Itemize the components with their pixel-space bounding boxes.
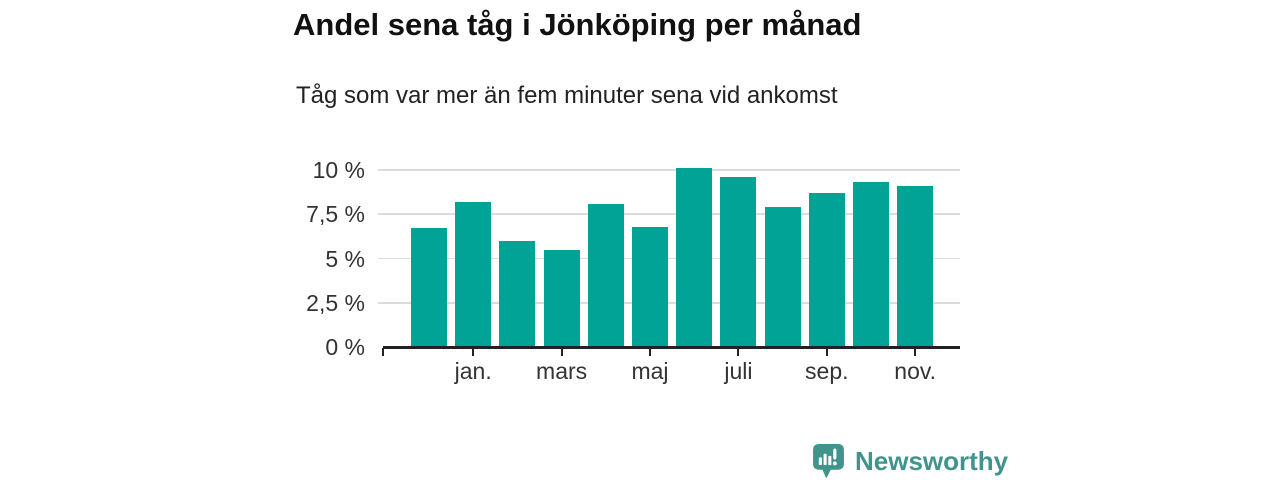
bar [720,177,757,347]
bar [676,168,713,347]
logo-exclamation-line [833,448,837,460]
newsworthy-logo-text: Newsworthy [855,446,1009,476]
y-gridline [378,169,960,171]
x-axis-line [383,345,960,349]
x-axis-tick-label: juli [724,358,753,384]
y-gridline [378,213,960,216]
y-gridline [378,301,960,304]
logo-mini-bar-2 [823,453,827,466]
bar [543,249,580,347]
bar [632,226,668,347]
y-axis-tick-label: 2,5 % [306,289,365,316]
bar [764,207,801,347]
bar [499,240,536,347]
x-axis-tick [737,348,740,356]
x-axis-tick [472,348,475,356]
x-axis-tick [649,348,651,356]
y-axis-tick-label: 7,5 % [306,201,365,228]
chart-subtitle: Tåg som var mer än fem minuter sena vid … [296,82,838,109]
bar [853,182,889,347]
y-axis-tick-label: 0 % [325,334,365,360]
bar [808,193,845,347]
x-axis-tick-label: mars [536,358,588,384]
logo-mini-bar-1 [818,457,822,466]
bar [411,228,447,347]
bar [455,201,492,347]
x-axis-tick-label: nov. [894,358,937,384]
logo-exclamation-dot [832,461,837,466]
x-axis-tick-label: sep. [805,358,849,384]
x-axis-tick-label: jan. [454,358,492,384]
x-axis-tick-label: maj [631,358,669,384]
x-axis-start-tick [382,348,384,356]
newsworthy-logo-icon [813,444,844,479]
y-axis-tick-label: 5 % [325,245,365,272]
y-gridline [378,257,960,260]
logo-mini-bar-3 [828,455,832,466]
x-axis-tick [560,348,563,356]
x-axis-tick [914,348,917,356]
newsworthy-logo: Newsworthy [813,444,1008,479]
y-axis-tick-label: 10 % [312,157,365,183]
bar [587,203,624,347]
x-axis-tick [825,348,828,356]
bar [897,185,934,347]
chart-title: Andel sena tåg i Jönköping per månad [293,7,862,42]
